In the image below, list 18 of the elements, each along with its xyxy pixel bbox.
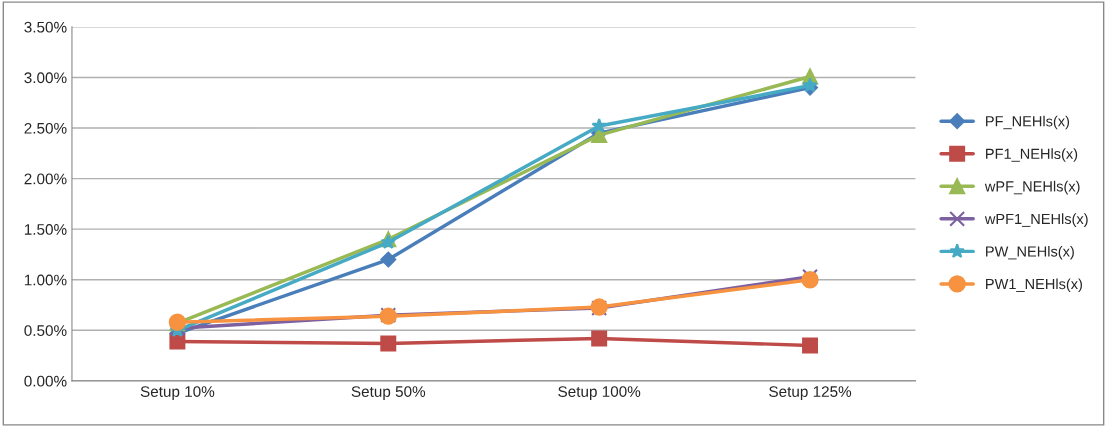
x-tick-label: Setup 125% [769, 386, 852, 400]
y-tick-label: 3.50% [24, 21, 67, 33]
legend-label: wPF_NEHls(x) [984, 180, 1080, 195]
x-tick-label: Setup 10% [140, 386, 215, 400]
x-tick-label: Setup 100% [558, 386, 641, 400]
y-tick-label: 3.00% [24, 72, 67, 84]
legend-label: wPF1_NEHls(x) [984, 213, 1088, 227]
y-tick-label: 0.50% [24, 325, 67, 336]
legend-label: PF_NEHls(x) [986, 115, 1070, 130]
y-tick-label: 2.00% [24, 173, 67, 185]
legend-label: PW1_NEHls(x) [986, 278, 1082, 293]
legend-label: PW_NEHls(x) [986, 245, 1074, 260]
legend-label: PF1_NEHls(x) [986, 148, 1078, 162]
y-tick-label: 1.00% [24, 274, 67, 286]
y-tick-label: 2.50% [24, 122, 67, 134]
x-tick-label: Setup 50% [351, 386, 426, 400]
y-tick-label: 0.00% [24, 375, 67, 387]
y-tick-label: 1.50% [24, 224, 67, 235]
